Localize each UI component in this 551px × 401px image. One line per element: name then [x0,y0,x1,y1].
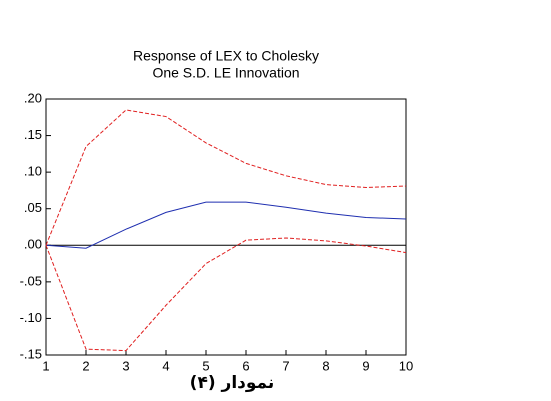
x-tick-label: 2 [82,358,89,373]
x-tick-label: 8 [322,358,329,373]
chart-subtitle: One S.D. LE Innovation [152,65,299,81]
x-tick-label: 3 [122,358,129,373]
y-tick-label: -.10 [20,310,42,325]
y-tick-label: -.05 [20,273,42,288]
x-tick-label: 1 [42,358,49,373]
caption: نمودار (۴) [190,373,275,393]
y-tick-label: .05 [24,200,42,215]
x-tick-label: 4 [162,358,169,373]
series-line [45,201,407,249]
x-tick-label: 7 [282,358,289,373]
x-tick-label: 5 [202,358,209,373]
plot-frame [45,98,407,356]
y-tick-label: .00 [24,237,42,252]
y-tick-label: -.15 [20,346,42,361]
x-tick-label: 10 [399,358,413,373]
x-tick-label: 6 [242,358,249,373]
series-line [45,109,407,246]
y-tick-label: .15 [24,127,42,142]
y-tick-label: .20 [24,90,42,105]
y-tick-label: .10 [24,164,42,179]
series-line [45,237,407,352]
x-tick-label: 9 [362,358,369,373]
chart-title: Response of LEX to Cholesky [133,48,319,64]
